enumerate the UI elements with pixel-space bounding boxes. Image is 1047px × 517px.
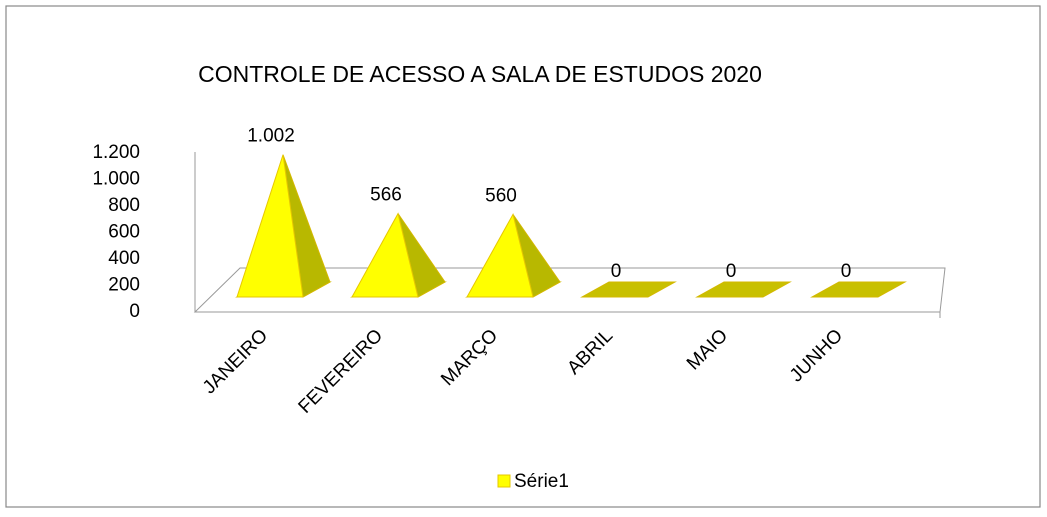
data-label: 566 [370,185,402,206]
pyramid-front [466,213,534,298]
y-tick-label: 200 [108,275,140,296]
pyramid-base [580,281,677,298]
pyramid-front [351,212,419,298]
data-label: 1.002 [247,126,295,147]
y-tick-label: 1.000 [92,169,140,190]
pyramid-base [810,281,907,298]
legend-swatch [497,474,511,488]
y-tick-label: 400 [108,248,140,269]
y-tick-label: 800 [108,195,140,216]
floor [193,267,946,313]
data-label: 0 [841,261,852,282]
legend-label: Série1 [514,471,569,492]
y-tick-label: 1.200 [92,142,140,163]
chart-title: CONTROLE DE ACESSO A SALA DE ESTUDOS 202… [198,61,762,87]
pyramid-front [236,154,304,298]
pyramid-base [695,281,792,298]
data-label: 0 [726,261,737,282]
y-tick-label: 600 [108,222,140,243]
data-label: 0 [611,261,622,282]
y-tick-label: 0 [129,301,140,322]
data-label: 560 [485,185,517,206]
